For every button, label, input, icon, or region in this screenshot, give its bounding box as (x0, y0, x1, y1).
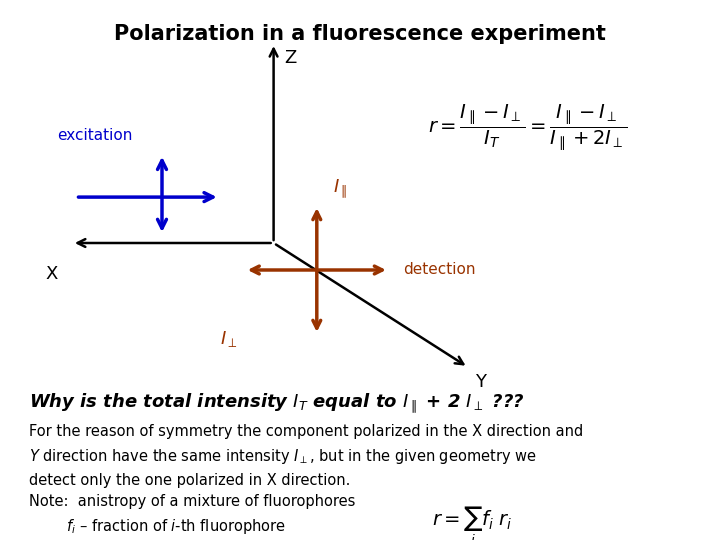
Text: $r = \sum_{i} f_i \; r_i$: $r = \sum_{i} f_i \; r_i$ (432, 505, 512, 540)
Text: excitation: excitation (58, 128, 133, 143)
Text: detection: detection (403, 262, 476, 278)
Text: For the reason of symmetry the component polarized in the X direction and
$Y$ di: For the reason of symmetry the component… (29, 424, 583, 489)
Text: Z: Z (284, 49, 297, 66)
Text: Polarization in a fluorescence experiment: Polarization in a fluorescence experimen… (114, 24, 606, 44)
Text: $I_{\perp}$: $I_{\perp}$ (220, 329, 238, 349)
Text: Note:  anistropy of a mixture of fluorophores
        $f_i$ – fraction of $i$-th: Note: anistropy of a mixture of fluoroph… (29, 494, 355, 537)
Text: $r = \dfrac{I_{\parallel} - I_{\perp}}{I_T} = \dfrac{I_{\parallel} - I_{\perp}}{: $r = \dfrac{I_{\parallel} - I_{\perp}}{I… (428, 103, 628, 153)
Text: Y: Y (475, 373, 486, 390)
Text: X: X (45, 265, 58, 282)
Text: $I_{\parallel}$: $I_{\parallel}$ (333, 177, 347, 200)
Text: Why is the total intensity $I_T$ equal to $I_{\parallel}$ + 2 $I_{\perp}$ ???: Why is the total intensity $I_T$ equal t… (29, 392, 524, 415)
